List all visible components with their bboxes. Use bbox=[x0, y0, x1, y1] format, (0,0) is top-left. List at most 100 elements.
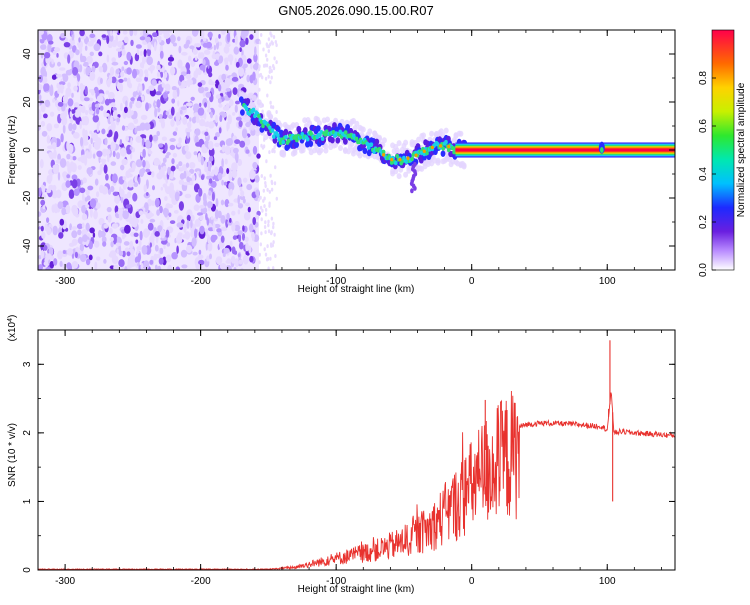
noise-blob bbox=[208, 121, 215, 129]
noise-blob bbox=[254, 175, 260, 183]
noise-blob bbox=[233, 147, 239, 154]
noise-blob bbox=[72, 132, 80, 139]
ridge-core bbox=[444, 139, 448, 145]
noise-blob bbox=[204, 87, 209, 92]
noise-fade-blob bbox=[260, 217, 263, 222]
noise-blob bbox=[218, 34, 221, 39]
noise-blob bbox=[115, 68, 121, 75]
noise-blob bbox=[164, 196, 168, 201]
noise-fade-blob bbox=[261, 145, 265, 150]
noise-blob bbox=[128, 168, 135, 173]
noise-blob bbox=[114, 194, 120, 204]
noise-blob bbox=[241, 128, 248, 139]
noise-blob bbox=[118, 207, 124, 213]
noise-blob bbox=[89, 106, 93, 111]
noise-blob bbox=[63, 42, 71, 48]
noise-fade-blob bbox=[268, 189, 271, 194]
x-tick-label: -200 bbox=[191, 576, 211, 587]
y-tick-label: 40 bbox=[22, 48, 33, 60]
noise-blob bbox=[73, 188, 80, 196]
noise-blob bbox=[71, 226, 78, 230]
noise-blob bbox=[93, 153, 96, 159]
noise-blob bbox=[120, 164, 125, 171]
noise-blob bbox=[79, 187, 86, 194]
noise-blob bbox=[88, 143, 92, 151]
noise-blob bbox=[45, 267, 52, 270]
noise-blob bbox=[38, 109, 41, 115]
noise-blob bbox=[46, 188, 52, 194]
ridge-core bbox=[343, 130, 348, 135]
noise-blob bbox=[161, 136, 167, 141]
noise-blob bbox=[99, 230, 106, 238]
noise-blob bbox=[58, 81, 66, 86]
noise-blob bbox=[110, 102, 116, 108]
noise-blob bbox=[108, 74, 113, 85]
ridge-core bbox=[394, 160, 398, 166]
noise-blob bbox=[109, 116, 114, 124]
noise-blob bbox=[87, 185, 94, 191]
noise-blob bbox=[227, 114, 232, 125]
noise-blob bbox=[105, 173, 109, 181]
noise-blob bbox=[162, 183, 168, 188]
noise-blob bbox=[219, 115, 223, 122]
noise-blob bbox=[43, 52, 51, 59]
noise-blob bbox=[134, 175, 139, 183]
noise-blob bbox=[163, 208, 169, 218]
noise-blob bbox=[215, 198, 219, 207]
noise-blob bbox=[228, 202, 234, 207]
noise-blob bbox=[48, 255, 55, 260]
noise-blob bbox=[111, 61, 119, 66]
noise-blob bbox=[66, 174, 71, 179]
ridge-outer bbox=[302, 127, 308, 134]
noise-blob bbox=[130, 137, 133, 146]
noise-blob bbox=[44, 99, 51, 108]
noise-blob bbox=[241, 233, 246, 241]
ridge-outer bbox=[440, 150, 446, 157]
noise-blob bbox=[123, 106, 128, 114]
noise-blob bbox=[225, 88, 231, 92]
noise-blob bbox=[38, 74, 43, 83]
noise-blob bbox=[185, 62, 190, 71]
noise-blob bbox=[149, 242, 152, 248]
noise-blob bbox=[147, 212, 154, 217]
noise-blob bbox=[77, 229, 82, 236]
noise-blob bbox=[233, 267, 237, 270]
noise-blob bbox=[123, 36, 129, 44]
noise-blob bbox=[67, 164, 73, 174]
noise-blob bbox=[194, 128, 201, 136]
x-tick-label: 100 bbox=[599, 276, 616, 287]
noise-blob bbox=[189, 180, 194, 186]
noise-blob bbox=[119, 139, 123, 145]
noise-blob bbox=[237, 194, 240, 205]
noise-blob bbox=[96, 95, 104, 103]
ridge-outer bbox=[335, 137, 341, 144]
noise-blob bbox=[178, 161, 183, 167]
noise-blob bbox=[43, 113, 48, 119]
noise-blob bbox=[142, 148, 146, 158]
noise-blob bbox=[120, 71, 125, 78]
noise-blob bbox=[71, 162, 77, 173]
noise-blob bbox=[168, 204, 173, 209]
ridge-halo bbox=[346, 148, 352, 155]
noise-blob bbox=[180, 106, 187, 111]
noise-fade-blob bbox=[267, 37, 271, 42]
noise-blob bbox=[52, 184, 57, 191]
noise-blob bbox=[194, 56, 198, 61]
noise-blob bbox=[152, 32, 158, 38]
noise-blob bbox=[180, 249, 188, 258]
noise-blob bbox=[176, 234, 183, 244]
noise-blob bbox=[71, 174, 78, 181]
noise-fade-blob bbox=[257, 197, 261, 202]
noise-blob bbox=[78, 37, 81, 43]
noise-blob bbox=[186, 176, 191, 183]
ridge-hotspot bbox=[398, 157, 402, 162]
noise-blob bbox=[200, 174, 205, 181]
noise-blob bbox=[221, 179, 225, 186]
noise-blob bbox=[136, 245, 142, 251]
colorbar: 0.0 0.2 0.4 0.6 0.8 Normalized spectral ampl… bbox=[698, 29, 747, 277]
noise-blob bbox=[67, 143, 74, 154]
noise-fade-blob bbox=[268, 203, 271, 208]
noise-blob bbox=[168, 114, 174, 120]
noise-blob bbox=[112, 191, 119, 196]
noise-fade-blob bbox=[269, 42, 272, 47]
